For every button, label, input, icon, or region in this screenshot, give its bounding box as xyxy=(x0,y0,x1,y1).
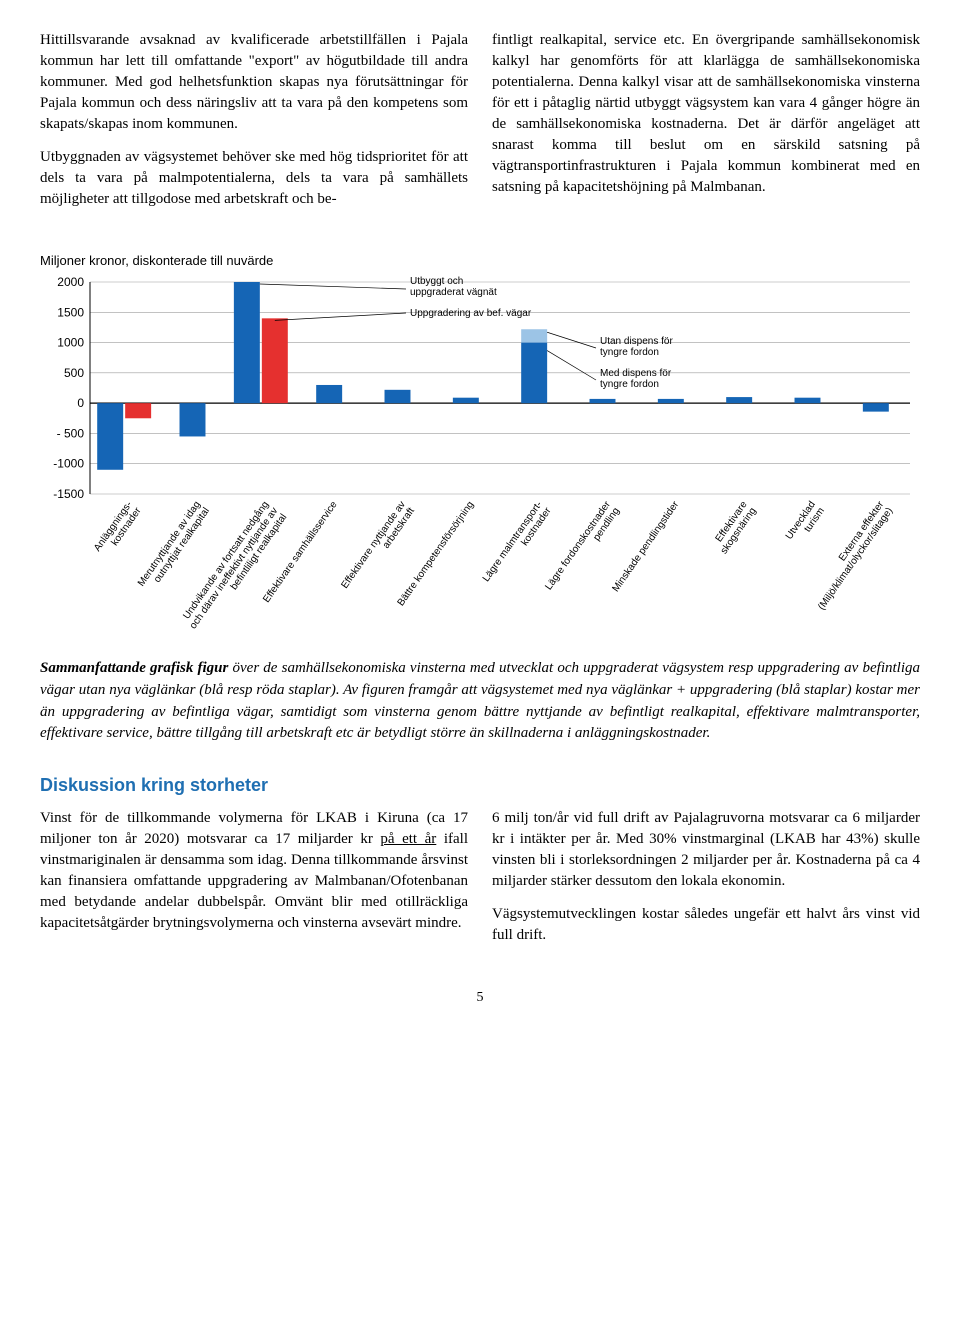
svg-text:1000: 1000 xyxy=(57,336,84,350)
caption-lead: Sammanfattande grafisk figur xyxy=(40,660,228,676)
section-right-para1: 6 milj ton/år vid full drift av Pajalagr… xyxy=(492,808,920,892)
svg-text:Med dispens förtyngre fordon: Med dispens förtyngre fordon xyxy=(600,368,672,390)
svg-text:Utveckladturism: Utveckladturism xyxy=(784,500,827,549)
svg-text:Merutnyttjande av idagoutnyttj: Merutnyttjande av idagoutnyttjat realkap… xyxy=(136,500,212,595)
section-left-column: Vinst för de tillkommande volymerna för … xyxy=(40,808,468,958)
chart-svg: -1500 -1000 - 500 0 500 1000 1500 2000 Anläggnin… xyxy=(40,274,920,634)
section-left-para1-underlined: på ett år xyxy=(380,831,436,847)
top-right-para1: fintligt realkapital, service etc. En öv… xyxy=(492,30,920,198)
figure-caption: Sammanfattande grafisk figur över de sam… xyxy=(40,658,920,745)
svg-text:2000: 2000 xyxy=(57,275,84,289)
top-left-para2: Utbyggnaden av vägsystemet behöver ske m… xyxy=(40,147,468,210)
section-right-para2: Vägsystemutvecklingen kostar således ung… xyxy=(492,904,920,946)
svg-text:Lägre malmtransport-kostnader: Lägre malmtransport-kostnader xyxy=(481,499,554,590)
top-text-columns: Hittillsvarande avsaknad av kvalificerad… xyxy=(40,30,920,222)
svg-text:Effektivareskogsnäring: Effektivareskogsnäring xyxy=(710,499,759,556)
svg-text:Effektivare nyttjande avarbets: Effektivare nyttjande avarbetskraft xyxy=(339,499,417,597)
svg-text:1500: 1500 xyxy=(57,305,84,319)
svg-text:-1000: -1000 xyxy=(53,457,84,471)
svg-text:Lägre fordonskostnaderpendling: Lägre fordonskostnaderpendling xyxy=(543,499,622,599)
top-right-column: fintligt realkapital, service etc. En öv… xyxy=(492,30,920,222)
top-left-column: Hittillsvarande avsaknad av kvalificerad… xyxy=(40,30,468,222)
bar-chart: Miljoner kronor, diskonterade till nuvär… xyxy=(40,252,920,634)
svg-text:- 500: - 500 xyxy=(57,427,85,441)
svg-text:-1500: -1500 xyxy=(53,487,84,501)
svg-text:Utan dispens förtyngre fordon: Utan dispens förtyngre fordon xyxy=(600,336,673,358)
page-number: 5 xyxy=(40,988,920,1008)
top-left-para1: Hittillsvarande avsaknad av kvalificerad… xyxy=(40,30,468,135)
section-left-para1: Vinst för de tillkommande volymerna för … xyxy=(40,808,468,934)
svg-text:Anläggnings-kostnader: Anläggnings-kostnader xyxy=(92,499,144,560)
svg-text:500: 500 xyxy=(64,366,84,380)
section-heading: Diskussion kring storheter xyxy=(40,773,920,798)
svg-text:Uppgradering av bef. vägar: Uppgradering av bef. vägar xyxy=(410,308,532,319)
section-right-column: 6 milj ton/år vid full drift av Pajalagr… xyxy=(492,808,920,958)
chart-title: Miljoner kronor, diskonterade till nuvär… xyxy=(40,252,920,270)
section-columns: Vinst för de tillkommande volymerna för … xyxy=(40,808,920,958)
svg-text:0: 0 xyxy=(77,396,84,410)
svg-text:Utbyggt ochuppgraderat vägnät: Utbyggt ochuppgraderat vägnät xyxy=(410,276,497,298)
